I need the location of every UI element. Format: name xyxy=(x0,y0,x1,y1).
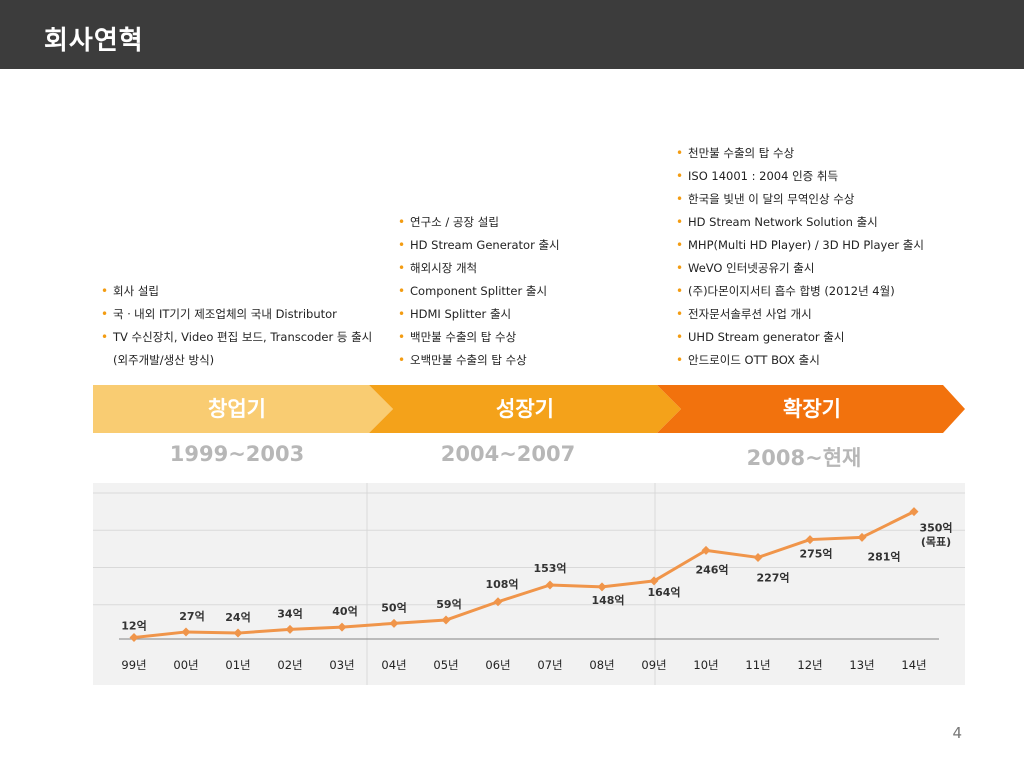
data-label: 246억 xyxy=(695,563,728,576)
data-label: 275억 xyxy=(799,548,832,561)
revenue-chart: 12억 99년 27억 00년 24억 01년 34억 02년 40억 03년 50억 04년 59억 0… xyxy=(93,483,965,685)
x-tick-label: 08년 xyxy=(589,658,614,672)
data-point xyxy=(181,627,191,637)
data-point xyxy=(909,507,919,517)
milestones-expansion: 천만불 수출의 탑 수상 ISO 14001 : 2004 인증 취득 한국을 … xyxy=(676,142,976,372)
page-number: 4 xyxy=(952,724,962,742)
data-point xyxy=(805,535,815,545)
series-line xyxy=(133,510,915,640)
data-label: 27억 xyxy=(179,610,204,623)
phase-arrows xyxy=(93,385,965,433)
phase-arrow-founding xyxy=(93,385,393,433)
x-tick-label: 11년 xyxy=(745,658,770,672)
x-tick-label: 12년 xyxy=(797,658,822,672)
phase-arrow-expansion xyxy=(657,385,965,433)
phase-arrow-growth xyxy=(369,385,681,433)
data-point xyxy=(857,532,867,542)
data-point xyxy=(649,576,659,586)
milestone-item: TV 수신장치, Video 편집 보드, Transcoder 등 출시 (외… xyxy=(101,326,381,372)
milestone-item: Component Splitter 출시 xyxy=(398,280,658,303)
milestone-item: 안드로이드 OTT BOX 출시 xyxy=(676,349,976,372)
data-point xyxy=(337,622,347,632)
data-label: 50억 xyxy=(381,601,406,614)
period-growth: 2004~2007 xyxy=(440,442,576,466)
milestone-item: 국ㆍ내외 IT기기 제조업체의 국내 Distributor xyxy=(101,303,381,326)
data-point xyxy=(493,597,503,607)
data-point xyxy=(701,545,711,555)
phase-label-founding: 창업기 xyxy=(208,397,266,421)
target-note-label: (목표) xyxy=(921,536,951,549)
data-label: 108억 xyxy=(485,578,518,591)
revenue-line-chart: 12억 99년 27억 00년 24억 01년 34억 02년 40억 03년 50억 04년 59억 0… xyxy=(93,483,965,685)
x-tick-label: 10년 xyxy=(693,658,718,672)
data-label: 59억 xyxy=(436,598,461,611)
data-point xyxy=(597,582,607,592)
milestone-item: 한국을 빛낸 이 달의 무역인상 수상 xyxy=(676,188,976,211)
phase-label-expansion: 확장기 xyxy=(783,397,841,421)
data-label: 227억 xyxy=(756,571,789,584)
x-tick-label: 06년 xyxy=(485,658,510,672)
milestone-item: WeVO 인터넷공유기 출시 xyxy=(676,257,976,280)
data-label: 24억 xyxy=(225,611,250,624)
x-tick-label: 01년 xyxy=(225,658,250,672)
x-tick-label: 09년 xyxy=(641,658,666,672)
milestone-item: 백만불 수출의 탑 수상 xyxy=(398,326,658,349)
phase-arrow-bar: 창업기 성장기 확장기 xyxy=(93,385,965,433)
milestone-item: 천만불 수출의 탑 수상 xyxy=(676,142,976,165)
x-tick-label: 00년 xyxy=(173,658,198,672)
data-label: 34억 xyxy=(277,607,302,620)
x-tick-label: 04년 xyxy=(381,658,406,672)
data-point xyxy=(285,624,295,634)
data-label: 148억 xyxy=(591,594,624,607)
data-point xyxy=(233,628,243,638)
milestone-item: MHP(Multi HD Player) / 3D HD Player 출시 xyxy=(676,234,976,257)
data-label: 12억 xyxy=(121,620,146,633)
data-label: 40억 xyxy=(332,605,357,618)
x-tick-label: 03년 xyxy=(329,658,354,672)
x-tick-label: 02년 xyxy=(277,658,302,672)
x-tick-label: 07년 xyxy=(537,658,562,672)
milestone-item: 연구소 / 공장 설립 xyxy=(398,211,658,234)
x-tick-label: 13년 xyxy=(849,658,874,672)
data-point xyxy=(441,615,451,625)
milestone-item: HD Stream Generator 출시 xyxy=(398,234,658,257)
x-tick-label: 14년 xyxy=(901,658,926,672)
milestone-item: (주)다몬이지서티 흡수 합병 (2012년 4월) xyxy=(676,280,976,303)
milestone-item: 오백만불 수출의 탑 수상 xyxy=(398,349,658,372)
milestone-item: HDMI Splitter 출시 xyxy=(398,303,658,326)
period-expansion: 2008~현재 xyxy=(746,446,862,470)
data-point xyxy=(545,580,555,590)
x-tick-label: 99년 xyxy=(121,658,146,672)
data-label: 164억 xyxy=(647,586,680,599)
milestones-growth: 연구소 / 공장 설립 HD Stream Generator 출시 해외시장 … xyxy=(398,211,658,372)
data-label: 153억 xyxy=(533,562,566,575)
data-point xyxy=(129,633,139,643)
data-label: 281억 xyxy=(867,550,900,563)
milestone-item: 회사 설립 xyxy=(101,280,381,303)
x-tick-label: 05년 xyxy=(433,658,458,672)
milestone-item: 전자문서솔루션 사업 개시 xyxy=(676,303,976,326)
phase-label-growth: 성장기 xyxy=(496,397,554,421)
page-title: 회사연혁 xyxy=(44,26,144,56)
milestone-item: UHD Stream generator 출시 xyxy=(676,326,976,349)
period-founding: 1999~2003 xyxy=(169,442,305,466)
data-point xyxy=(389,618,399,628)
milestones-founding: 회사 설립 국ㆍ내외 IT기기 제조업체의 국내 Distributor TV … xyxy=(101,280,381,372)
data-label: 350억 xyxy=(919,522,952,535)
data-point xyxy=(753,552,763,562)
milestone-item: ISO 14001 : 2004 인증 취득 xyxy=(676,165,976,188)
milestone-item: 해외시장 개척 xyxy=(398,257,658,280)
milestone-item: HD Stream Network Solution 출시 xyxy=(676,211,976,234)
slide-header: 회사연혁 xyxy=(0,0,1024,69)
